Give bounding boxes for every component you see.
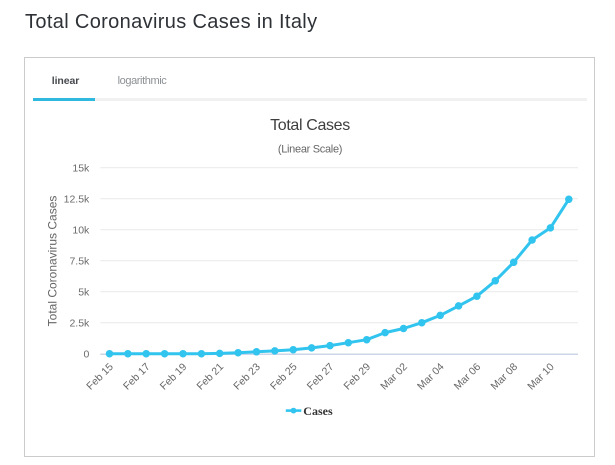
svg-text:0: 0 — [83, 348, 89, 360]
svg-text:12.5k: 12.5k — [64, 194, 90, 206]
svg-text:2.5k: 2.5k — [69, 317, 90, 329]
svg-text:Feb 27: Feb 27 — [305, 361, 337, 393]
svg-text:Feb 17: Feb 17 — [121, 361, 153, 393]
svg-text:Feb 19: Feb 19 — [158, 361, 190, 393]
svg-text:Feb 29: Feb 29 — [342, 361, 374, 393]
svg-text:Total Cases: Total Cases — [270, 117, 350, 134]
svg-text:Feb 23: Feb 23 — [231, 361, 263, 393]
svg-text:Total Coronavirus Cases: Total Coronavirus Cases — [46, 196, 60, 327]
svg-text:Feb 15: Feb 15 — [84, 361, 116, 393]
svg-text:Mar 04: Mar 04 — [415, 361, 447, 393]
svg-text:Cases: Cases — [303, 404, 333, 418]
svg-text:Feb 25: Feb 25 — [268, 361, 300, 393]
svg-text:Mar 06: Mar 06 — [452, 361, 484, 393]
svg-text:Feb 21: Feb 21 — [195, 361, 227, 393]
svg-text:15k: 15k — [72, 163, 90, 175]
svg-text:5k: 5k — [78, 286, 90, 298]
svg-text:Mar 02: Mar 02 — [378, 361, 410, 393]
svg-text:7.5k: 7.5k — [69, 255, 90, 267]
svg-text:(Linear Scale): (Linear Scale) — [278, 143, 342, 155]
svg-text:Mar 10: Mar 10 — [525, 361, 557, 393]
svg-text:Mar 08: Mar 08 — [489, 361, 521, 393]
svg-text:10k: 10k — [72, 225, 90, 237]
